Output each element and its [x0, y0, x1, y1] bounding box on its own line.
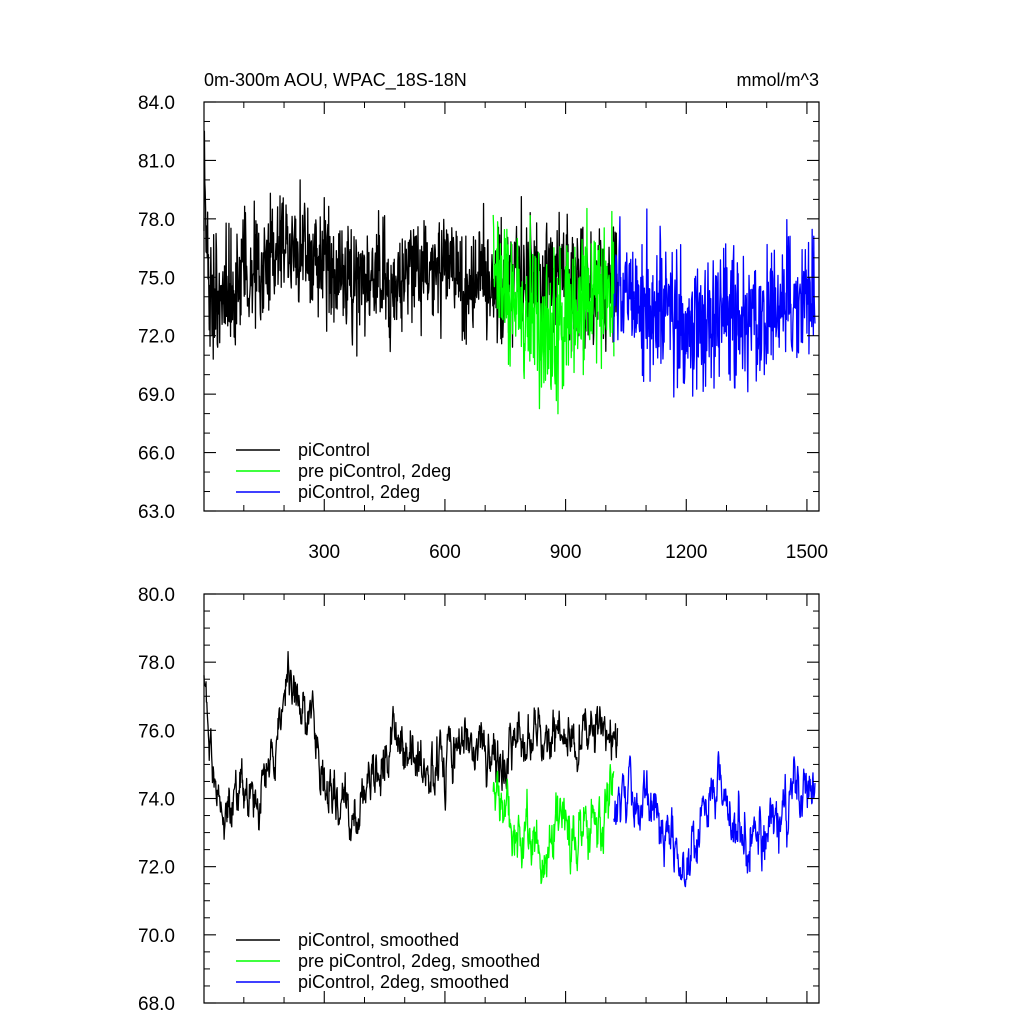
y-tick-label: 68.0: [138, 994, 175, 1015]
plot-frame: [203, 101, 820, 512]
y-tick-label: 74.0: [138, 790, 175, 811]
x-tick-label: 300: [308, 542, 340, 563]
legend-label: pre piControl, 2deg: [298, 461, 451, 481]
panel-top: 300 600 900 1200 1500 63.0 66.0 69.0 72.0 75.0 78.…: [138, 93, 828, 563]
series-line-3: [613, 208, 816, 398]
y-tick-label: 70.0: [138, 926, 175, 947]
chart-title: 0m-300m AOU, WPAC_18S-18N: [204, 70, 467, 91]
series-line-2: [492, 763, 615, 885]
series-line-3: [613, 751, 816, 888]
y-tick-label: 84.0: [138, 93, 175, 114]
y-tick-label: 75.0: [138, 268, 175, 289]
legend-label: pre piControl, 2deg, smoothed: [298, 951, 540, 971]
y-tick-label: 72.0: [138, 858, 175, 879]
x-tick-label: 600: [429, 542, 461, 563]
x-tick-label: 1500: [786, 542, 828, 563]
units-label: mmol/m^3: [737, 70, 819, 90]
y-tick-label: 66.0: [138, 444, 175, 465]
x-tick-label: 900: [550, 542, 582, 563]
series-line-1: [203, 130, 619, 360]
y-tick-label: 78.0: [138, 210, 175, 231]
series-line-2: [492, 207, 615, 415]
x-tick-label: 1200: [665, 542, 707, 563]
legend-label: piControl, 2deg: [298, 482, 420, 502]
y-tick-label: 72.0: [138, 327, 175, 348]
y-tick-label: 69.0: [138, 385, 175, 406]
legend-label: piControl, smoothed: [298, 930, 459, 950]
y-tick-label: 81.0: [138, 151, 175, 172]
series-line-1: [203, 651, 619, 842]
y-tick-label: 63.0: [138, 502, 175, 523]
y-tick-label: 76.0: [138, 721, 175, 742]
legend-label: piControl: [298, 440, 370, 460]
y-tick-label: 80.0: [138, 585, 175, 606]
legend-label: piControl, 2deg, smoothed: [298, 972, 509, 992]
y-tick-label: 78.0: [138, 653, 175, 674]
panel-bottom: 68.0 70.0 72.0 74.0 76.0 78.0 80.0 piControl, s…: [138, 585, 820, 1015]
